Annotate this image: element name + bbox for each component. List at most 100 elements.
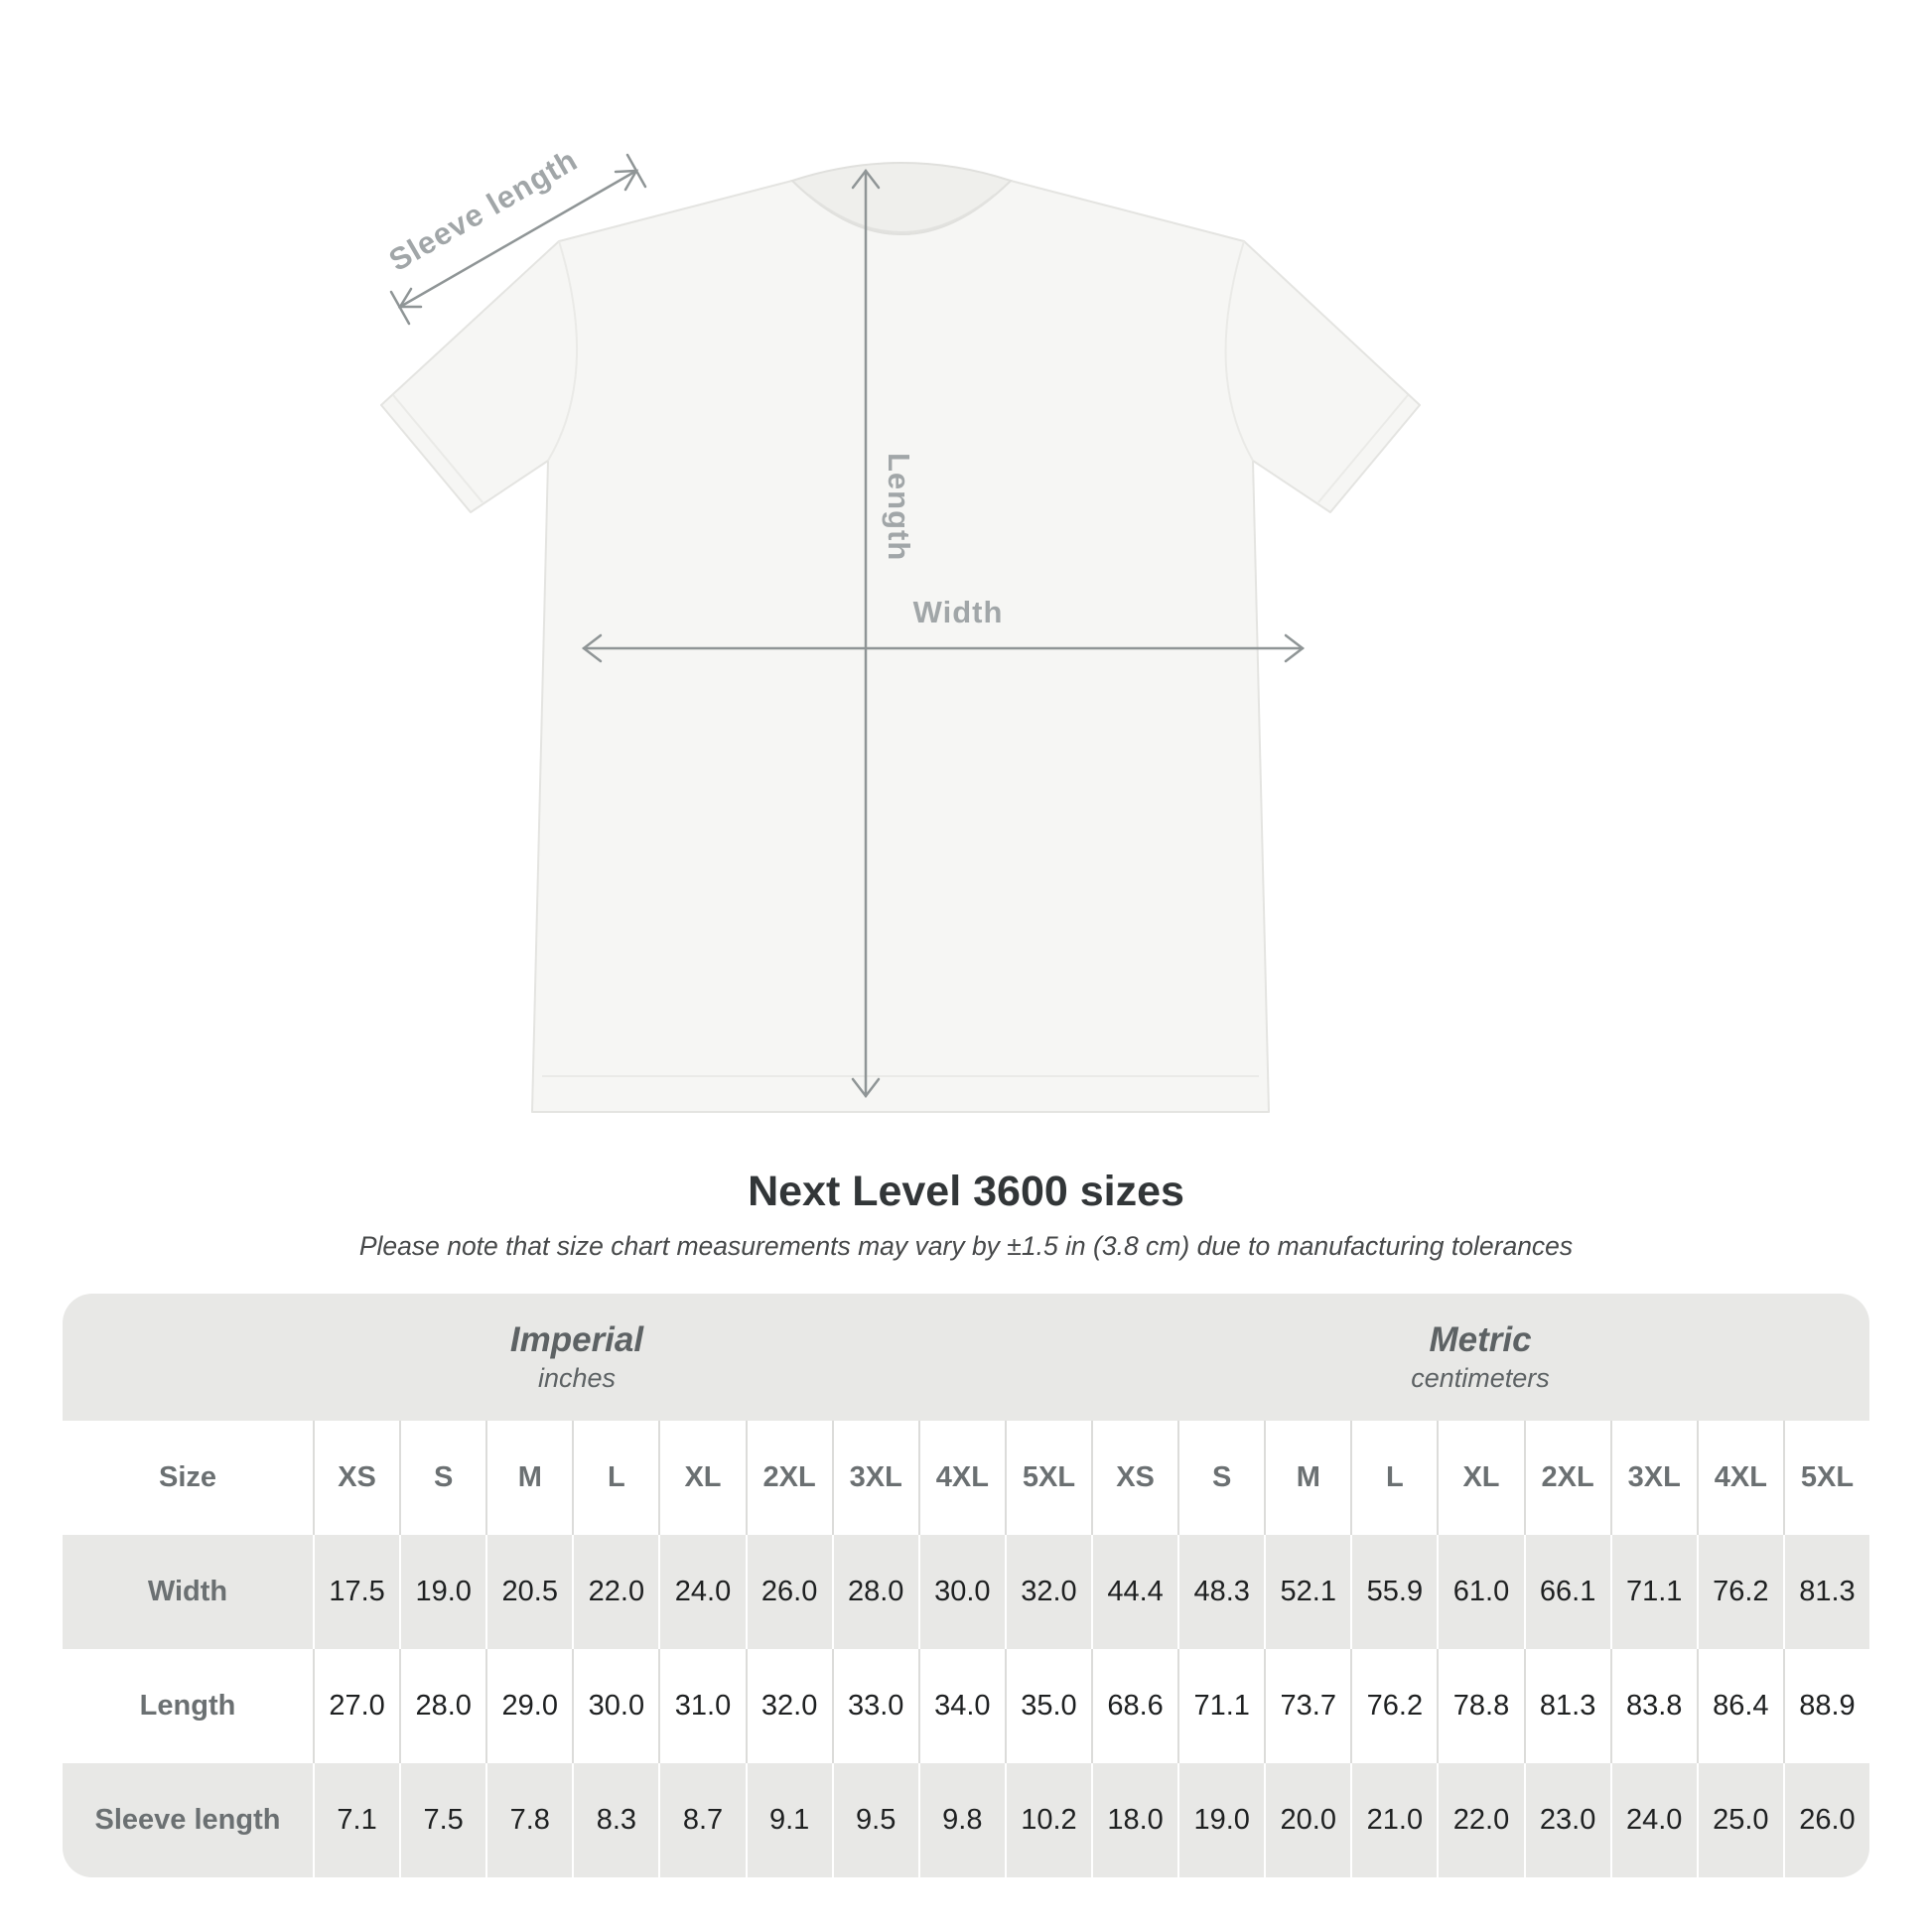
size-col-header: L [572,1421,658,1535]
measurement-value: 48.3 [1177,1535,1264,1649]
measurement-value: 8.7 [658,1763,745,1877]
size-chart-table: Imperial inches Metric centimeters Size … [63,1294,1869,1877]
size-col-header: 3XL [831,1421,918,1535]
size-corner-label: Size [158,1461,217,1493]
size-col-header: XL [658,1421,745,1535]
measurement-value: 78.8 [1437,1649,1523,1763]
length-label: Length [882,453,916,562]
size-col-header: XS [1091,1421,1177,1535]
measurement-value: 10.2 [1004,1763,1091,1877]
page-title: Next Level 3600 sizes [748,1168,1184,1215]
measurement-value: 30.0 [917,1535,1005,1649]
measurement-value: 33.0 [831,1649,918,1763]
measurement-value: 88.9 [1782,1649,1869,1763]
size-col-header: M [485,1421,572,1535]
measurement-value: 68.6 [1091,1649,1177,1763]
measurement-arrows [389,153,1306,1099]
size-header-row: Size XS S M L XL 2XL 3XL 4XL 5XL XS S M L XL 2XL 3XL 4XL… [63,1421,1869,1535]
measurement-value: 21.0 [1350,1763,1437,1877]
size-col-header: 3XL [1609,1421,1697,1535]
metric-unit: centimeters [1411,1363,1550,1393]
measurement-value: 20.5 [485,1535,572,1649]
measurement-value: 32.0 [1004,1535,1091,1649]
size-col-header: 4XL [917,1421,1005,1535]
measurement-value: 86.4 [1696,1649,1783,1763]
measurement-value: 52.1 [1264,1535,1350,1649]
measurement-value: 31.0 [658,1649,745,1763]
sleeve-length-arrow [398,169,638,309]
measurement-value: 7.1 [313,1763,399,1877]
measurement-value: 55.9 [1350,1535,1437,1649]
metric-label: Metric [1429,1320,1532,1360]
unit-header-band: Imperial inches Metric centimeters [63,1294,1869,1421]
measurement-value: 73.7 [1264,1649,1350,1763]
measurement-value: 24.0 [658,1535,745,1649]
collar-opening [790,162,1013,235]
row-label-sleeve-length: Sleeve length [94,1804,281,1836]
tshirt-measurement-diagram: Sleeve length Length Width [380,142,1421,1113]
size-col-header: 5XL [1782,1421,1869,1535]
measurement-value: 9.5 [831,1763,918,1877]
shirt-seams [392,240,1409,1077]
measurement-value: 8.3 [572,1763,658,1877]
imperial-unit: inches [537,1363,617,1393]
measurement-value: 32.0 [745,1649,832,1763]
measurement-value: 23.0 [1523,1763,1610,1877]
size-col-header: L [1350,1421,1437,1535]
width-label: Width [912,595,1004,629]
measurement-value: 66.1 [1523,1535,1610,1649]
size-col-header: 2XL [745,1421,832,1535]
measurement-value: 81.3 [1782,1535,1869,1649]
measurement-value: 20.0 [1264,1763,1350,1877]
tshirt-silhouette [380,180,1421,1113]
row-label-length: Length [139,1690,236,1722]
measurement-value: 9.1 [745,1763,832,1877]
measurement-value: 24.0 [1609,1763,1697,1877]
size-col-header: S [399,1421,485,1535]
measurement-value: 35.0 [1004,1649,1091,1763]
measurement-value: 34.0 [917,1649,1005,1763]
measurement-value: 17.5 [313,1535,399,1649]
measurement-value: 9.8 [917,1763,1005,1877]
measurement-value: 27.0 [313,1649,399,1763]
measurement-value: 26.0 [745,1535,832,1649]
measurement-value: 61.0 [1437,1535,1523,1649]
measurement-value: 29.0 [485,1649,572,1763]
measurement-value: 76.2 [1350,1649,1437,1763]
size-col-header: XS [313,1421,399,1535]
size-col-header: 4XL [1696,1421,1783,1535]
measurement-value: 22.0 [1437,1763,1523,1877]
table-row-sleeve-length: Sleeve length 7.1 7.5 7.8 8.3 8.7 9.1 9.5 9.8 10… [63,1763,1869,1877]
measurement-value: 7.5 [399,1763,485,1877]
measurement-value: 30.0 [572,1649,658,1763]
size-col-header: S [1177,1421,1264,1535]
size-col-header: XL [1437,1421,1523,1535]
collar-seam [807,194,996,233]
measurement-value: 7.8 [485,1763,572,1877]
measurement-value: 26.0 [1782,1763,1869,1877]
metric-unit-header: Metric centimeters [1091,1294,1869,1421]
imperial-label: Imperial [509,1320,644,1360]
measurement-value: 44.4 [1091,1535,1177,1649]
tolerance-note: Please note that size chart measurements… [358,1231,1574,1261]
size-col-header: 2XL [1523,1421,1610,1535]
size-col-header: M [1264,1421,1350,1535]
measurement-value: 25.0 [1696,1763,1783,1877]
size-col-header: 5XL [1004,1421,1091,1535]
table-row-width: Width 17.5 19.0 20.5 22.0 24.0 26.0 28.0 30.0 32… [63,1535,1869,1649]
table-row-length: Length 27.0 28.0 29.0 30.0 31.0 32.0 33.0 34.0 3… [63,1649,1869,1763]
imperial-unit-header: Imperial inches [63,1294,1091,1421]
measurement-value: 19.0 [1177,1763,1264,1877]
measurement-value: 71.1 [1609,1535,1697,1649]
measurement-value: 18.0 [1091,1763,1177,1877]
measurement-value: 19.0 [399,1535,485,1649]
measurement-value: 83.8 [1609,1649,1697,1763]
measurement-value: 71.1 [1177,1649,1264,1763]
measurement-value: 76.2 [1696,1535,1783,1649]
measurement-value: 28.0 [399,1649,485,1763]
tshirt-illustration [380,153,1421,1113]
row-label-width: Width [147,1576,228,1607]
measurement-value: 81.3 [1523,1649,1610,1763]
measurement-value: 22.0 [572,1535,658,1649]
measurement-value: 28.0 [831,1535,918,1649]
